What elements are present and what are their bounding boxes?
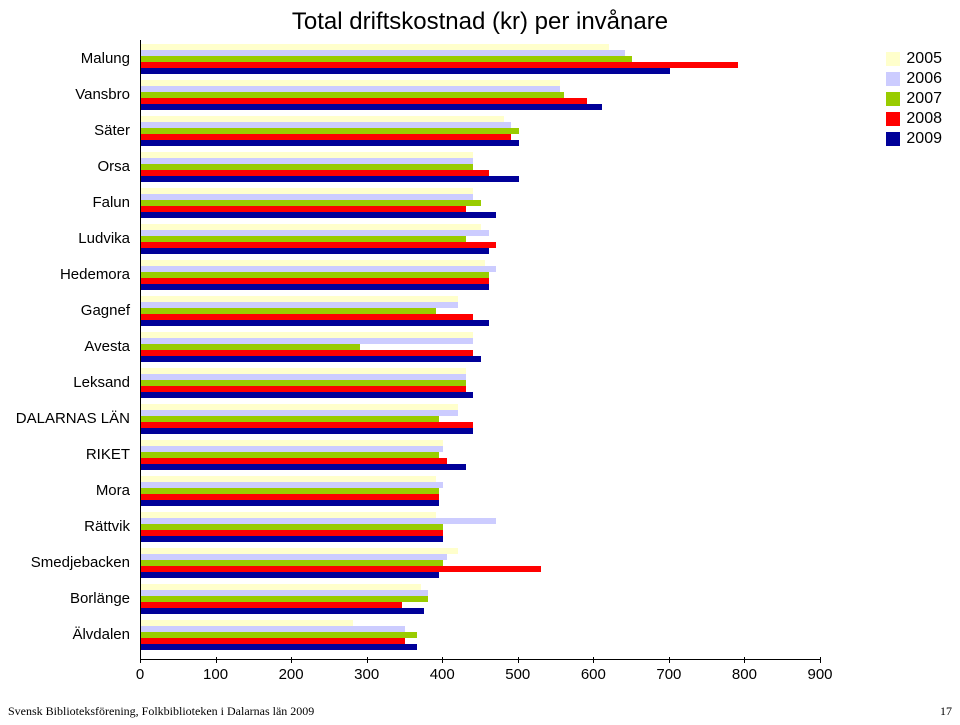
legend: 2005 2006 2007 2008 2009 bbox=[886, 50, 942, 150]
y-label: Borlänge bbox=[70, 590, 130, 607]
x-tick-label: 500 bbox=[505, 666, 530, 683]
bar bbox=[141, 284, 489, 290]
legend-item: 2005 bbox=[886, 50, 942, 68]
x-tick-mark bbox=[820, 657, 821, 663]
x-tick-label: 900 bbox=[807, 666, 832, 683]
x-tick-label: 800 bbox=[732, 666, 757, 683]
bar bbox=[141, 572, 439, 578]
y-label: Leksand bbox=[73, 374, 130, 391]
bar bbox=[141, 104, 602, 110]
legend-swatch bbox=[886, 112, 900, 126]
bar bbox=[141, 176, 519, 182]
bar bbox=[141, 140, 519, 146]
y-label: Hedemora bbox=[60, 266, 130, 283]
bar bbox=[141, 356, 481, 362]
y-label: Malung bbox=[81, 50, 130, 67]
x-tick-mark bbox=[669, 657, 670, 663]
x-tick-mark bbox=[216, 657, 217, 663]
bar bbox=[141, 644, 417, 650]
bar bbox=[141, 608, 424, 614]
bar bbox=[141, 248, 489, 254]
y-label: Gagnef bbox=[81, 302, 130, 319]
x-tick-label: 100 bbox=[203, 666, 228, 683]
legend-item: 2009 bbox=[886, 130, 942, 148]
legend-item: 2007 bbox=[886, 90, 942, 108]
y-label: DALARNAS LÄN bbox=[16, 410, 130, 427]
x-tick-label: 200 bbox=[279, 666, 304, 683]
x-tick-mark bbox=[140, 657, 141, 663]
footer-left: Svensk Biblioteksförening, Folkbibliotek… bbox=[8, 704, 314, 719]
legend-item: 2006 bbox=[886, 70, 942, 88]
y-label: Smedjebacken bbox=[31, 554, 130, 571]
y-label: Älvdalen bbox=[72, 626, 130, 643]
x-ticks: 0100200300400500600700800900 bbox=[140, 660, 820, 690]
x-tick-mark bbox=[593, 657, 594, 663]
chart-title: Total driftskostnad (kr) per invånare bbox=[0, 8, 960, 36]
y-label: Vansbro bbox=[75, 86, 130, 103]
x-tick-label: 400 bbox=[430, 666, 455, 683]
bar bbox=[141, 212, 496, 218]
y-label: Ludvika bbox=[78, 230, 130, 247]
bar bbox=[141, 320, 489, 326]
y-label: RIKET bbox=[86, 446, 130, 463]
footer: Svensk Biblioteksförening, Folkbibliotek… bbox=[8, 704, 952, 719]
x-tick-mark bbox=[291, 657, 292, 663]
x-tick-mark bbox=[744, 657, 745, 663]
y-label: Rättvik bbox=[84, 518, 130, 535]
legend-label: 2005 bbox=[906, 50, 942, 68]
x-tick-label: 0 bbox=[136, 666, 144, 683]
legend-label: 2008 bbox=[906, 110, 942, 128]
y-label: Avesta bbox=[84, 338, 130, 355]
x-tick-mark bbox=[442, 657, 443, 663]
y-label: Säter bbox=[94, 122, 130, 139]
footer-page: 17 bbox=[940, 704, 952, 719]
y-labels: Malung Vansbro Säter Orsa Falun Ludvika Hedemo… bbox=[0, 40, 135, 660]
legend-swatch bbox=[886, 92, 900, 106]
x-tick-label: 300 bbox=[354, 666, 379, 683]
bar bbox=[141, 68, 670, 74]
x-tick-mark bbox=[518, 657, 519, 663]
legend-item: 2008 bbox=[886, 110, 942, 128]
plot-area bbox=[140, 40, 820, 660]
y-label: Orsa bbox=[97, 158, 130, 175]
bars-layer bbox=[140, 40, 820, 660]
bar bbox=[141, 428, 473, 434]
legend-swatch bbox=[886, 52, 900, 66]
x-tick-label: 700 bbox=[656, 666, 681, 683]
legend-swatch bbox=[886, 72, 900, 86]
bar bbox=[141, 500, 439, 506]
legend-label: 2009 bbox=[906, 130, 942, 148]
x-tick-mark bbox=[367, 657, 368, 663]
legend-label: 2006 bbox=[906, 70, 942, 88]
y-label: Falun bbox=[92, 194, 130, 211]
legend-swatch bbox=[886, 132, 900, 146]
bar bbox=[141, 536, 443, 542]
bar bbox=[141, 392, 473, 398]
x-tick-label: 600 bbox=[581, 666, 606, 683]
bar bbox=[141, 464, 466, 470]
y-label: Mora bbox=[96, 482, 130, 499]
chart-container: Total driftskostnad (kr) per invånare Ma… bbox=[0, 0, 960, 700]
legend-label: 2007 bbox=[906, 90, 942, 108]
